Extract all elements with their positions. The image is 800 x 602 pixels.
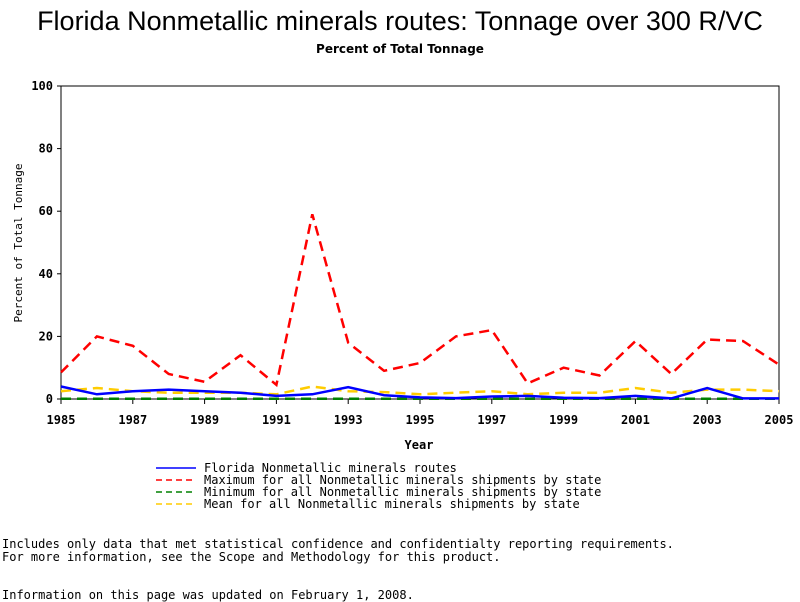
x-tick-label: 2003 [693,413,722,427]
series-line-3 [60,385,780,396]
footnote-updated: Information on this page was updated on … [2,588,414,602]
footnote-confidence: Includes only data that met statistical … [2,537,674,551]
x-tick-label: 1987 [118,413,147,427]
chart-subtitle: Percent of Total Tonnage [316,42,484,56]
y-tick-label: 20 [39,329,53,343]
footnote-scope: For more information, see the Scope and … [2,550,501,564]
x-axis-label: Year [405,438,434,452]
legend-label-1: Maximum for all Nonmetallic minerals shi… [204,473,601,487]
x-tick-label: 1991 [262,413,291,427]
chart-title: Florida Nonmetallic minerals routes: Ton… [37,6,763,36]
legend-label-0: Florida Nonmetallic minerals routes [204,461,457,475]
legend: Florida Nonmetallic minerals routesMaxim… [156,461,601,511]
x-axis: 1985 1987 1989 1991 1993 1995 1997 1999 2001 2003… [47,399,794,427]
plot-frame [60,85,780,400]
x-tick-label: 1999 [549,413,578,427]
series-lines [60,213,780,400]
y-tick-label: 0 [46,392,53,406]
x-tick-label: 1993 [334,413,363,427]
legend-label-3: Mean for all Nonmetallic minerals shipme… [204,497,580,511]
y-axis-label: Percent of Total Tonnage [12,164,25,323]
y-tick-label: 60 [39,204,53,218]
y-axis: 0 20 40 60 80 100 [31,79,61,406]
series-line-0 [60,385,779,400]
x-tick-label: 2005 [765,413,794,427]
x-tick-label: 1995 [406,413,435,427]
legend-label-2: Minimum for all Nonmetallic minerals shi… [204,485,601,499]
x-tick-label: 1985 [47,413,76,427]
line-chart: 0 20 40 60 80 100 1985 1987 1989 1991 1993 1995 199… [12,79,794,511]
x-tick-label: 2001 [621,413,650,427]
y-tick-label: 80 [39,142,53,156]
y-tick-label: 100 [31,79,53,93]
y-tick-label: 40 [39,267,53,281]
series-line-1 [60,213,780,388]
x-tick-label: 1997 [477,413,506,427]
x-tick-label: 1989 [190,413,219,427]
